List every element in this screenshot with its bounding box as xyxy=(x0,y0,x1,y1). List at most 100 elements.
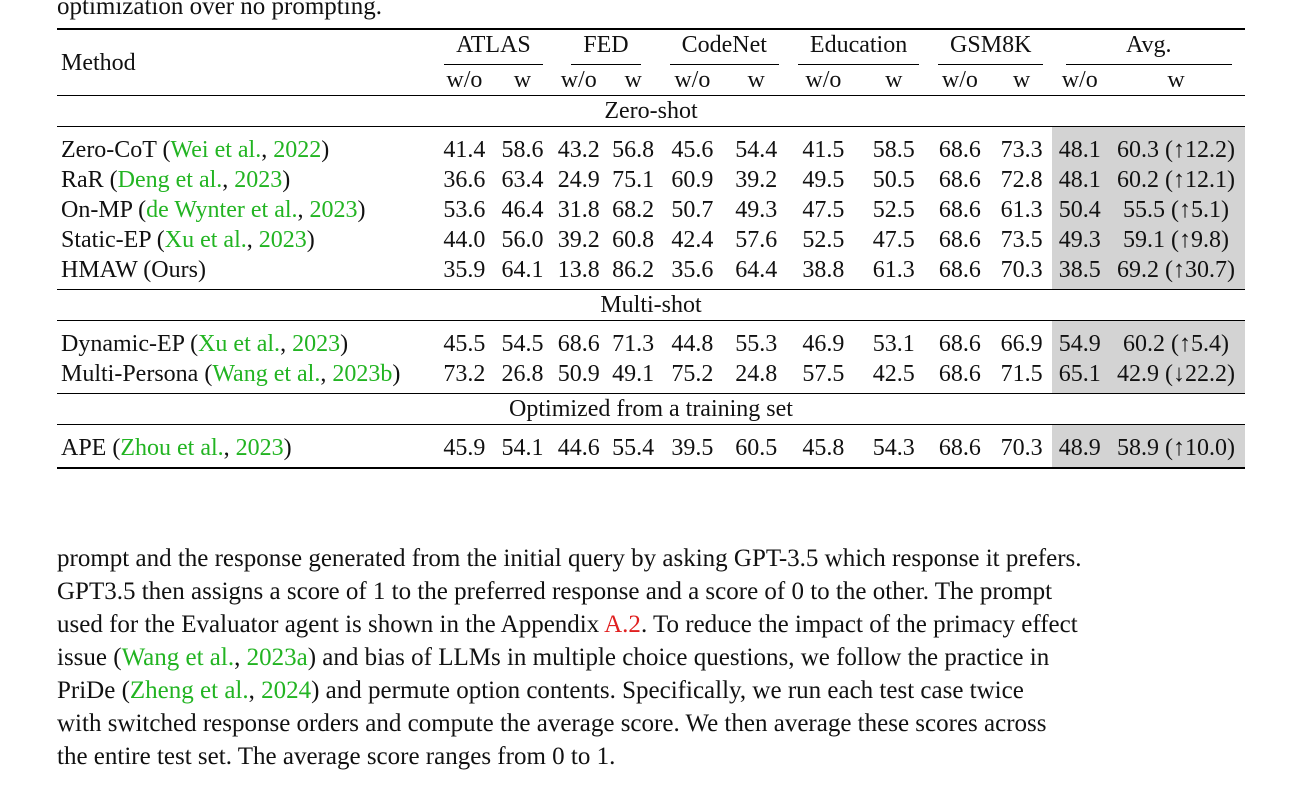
score-cell: 47.5 xyxy=(802,197,845,223)
score-cell: 58.5 xyxy=(872,137,915,163)
group-header-education: Education xyxy=(788,29,929,65)
score-cell: 61.3 xyxy=(1000,197,1043,223)
subheader-w: w xyxy=(624,67,642,93)
score-cell: 68.6 xyxy=(938,197,981,223)
score-cell: 56.8 xyxy=(612,137,655,163)
section-header-row: Optimized from a training set xyxy=(57,393,1245,425)
score-cell: 42.5 xyxy=(872,361,915,387)
appendix-link[interactable]: A.2 xyxy=(604,611,641,638)
avg-wo-cell: 48.1 xyxy=(1052,165,1107,195)
score-cell: 70.3 xyxy=(1000,435,1043,461)
body-paragraph: prompt and the response generated from t… xyxy=(57,542,1249,773)
citation-link[interactable]: Wang et al. xyxy=(212,361,321,387)
avg-wo-cell: 48.9 xyxy=(1052,424,1107,468)
body-line: GPT3.5 then assigns a score of 1 to the … xyxy=(57,578,1053,605)
table-row: APE (Zhou et al., 2023) 45.9 54.1 44.6 55.4 3… xyxy=(57,424,1245,468)
citation-link[interactable]: Wei et al. xyxy=(170,137,262,163)
table-row: HMAW (Ours) 35.9 64.1 13.8 86.2 35.6 64.4 38.8 6… xyxy=(57,255,1245,290)
score-cell: 61.3 xyxy=(872,257,915,283)
citation-link[interactable]: Zhou et al. xyxy=(120,435,224,461)
table-row: Static-EP (Xu et al., 2023) 44.0 56.0 39.2 6… xyxy=(57,225,1245,255)
score-cell: 71.3 xyxy=(612,331,655,357)
method-header: Method xyxy=(61,50,136,76)
score-cell: 44.8 xyxy=(671,331,714,357)
citation-year-link[interactable]: 2022 xyxy=(273,137,322,163)
citation-year-link[interactable]: 2023 xyxy=(258,227,307,253)
body-line: PriDe (Zheng et al., 2024) and permute o… xyxy=(57,677,1024,704)
citation-year-link[interactable]: 2023 xyxy=(292,331,341,357)
score-cell: 71.5 xyxy=(1000,361,1043,387)
score-cell: 72.8 xyxy=(1000,167,1043,193)
subheader-wo: w/o xyxy=(805,67,842,93)
citation-year-link[interactable]: 2023a xyxy=(246,644,308,671)
subheader-w: w xyxy=(513,67,532,93)
score-cell: 26.8 xyxy=(501,361,544,387)
score-cell: 68.6 xyxy=(938,257,981,283)
citation-year-link[interactable]: 2023 xyxy=(234,167,283,193)
section-title: Multi-shot xyxy=(600,292,702,318)
citation-link[interactable]: Deng et al. xyxy=(117,167,223,193)
score-cell: 45.6 xyxy=(671,137,714,163)
score-cell: 45.8 xyxy=(802,435,845,461)
score-cell: 35.6 xyxy=(671,257,714,283)
score-cell: 24.8 xyxy=(735,361,778,387)
score-cell: 39.5 xyxy=(671,435,714,461)
citation-link[interactable]: Wang et al. xyxy=(121,644,235,671)
subheader-wo: w/o xyxy=(674,67,711,93)
avg-w-cell: 60.2 (↑5.4) xyxy=(1107,320,1245,359)
method-name: Multi-Persona (Wang et al., 2023b) xyxy=(61,361,401,387)
score-cell: 47.5 xyxy=(872,227,915,253)
table-row: On-MP (de Wynter et al., 2023) 53.6 46.4 31… xyxy=(57,195,1245,225)
score-cell: 45.5 xyxy=(443,331,486,357)
method-name: Zero-CoT (Wei et al., 2022) xyxy=(61,137,330,163)
score-cell: 50.9 xyxy=(557,361,600,387)
citation-link[interactable]: Xu et al. xyxy=(164,227,247,253)
score-cell: 41.4 xyxy=(443,137,486,163)
score-cell: 13.8 xyxy=(557,257,600,283)
score-cell: 42.4 xyxy=(671,227,714,253)
score-cell: 54.3 xyxy=(872,435,915,461)
citation-year-link[interactable]: 2024 xyxy=(261,677,312,704)
score-cell: 45.9 xyxy=(443,435,486,461)
section-title: Optimized from a training set xyxy=(509,396,793,422)
score-cell: 55.3 xyxy=(735,331,778,357)
citation-year-link[interactable]: 2023b xyxy=(332,361,393,387)
score-cell: 68.6 xyxy=(938,331,981,357)
score-cell: 54.5 xyxy=(501,331,544,357)
score-cell: 60.5 xyxy=(735,435,778,461)
avg-w-cell: 59.1 (↑9.8) xyxy=(1107,225,1245,255)
score-cell: 49.1 xyxy=(612,361,655,387)
score-cell: 35.9 xyxy=(443,257,486,283)
citation-link[interactable]: Xu et al. xyxy=(198,331,281,357)
citation-year-link[interactable]: 2023 xyxy=(309,197,358,223)
score-cell: 46.9 xyxy=(802,331,845,357)
section-header-row: Zero-shot xyxy=(57,95,1245,127)
table-row: Dynamic-EP (Xu et al., 2023) 45.5 54.5 68.6… xyxy=(57,320,1245,359)
score-cell: 50.7 xyxy=(671,197,714,223)
group-header-fed: FED xyxy=(552,29,661,65)
table-row: RaR (Deng et al., 2023) 36.6 63.4 24.9 75.1 6… xyxy=(57,165,1245,195)
avg-wo-cell: 48.1 xyxy=(1052,126,1107,165)
citation-link[interactable]: Zheng et al. xyxy=(129,677,249,704)
score-cell: 58.6 xyxy=(501,137,544,163)
citation-year-link[interactable]: 2023 xyxy=(235,435,284,461)
avg-w-cell: 58.9 (↑10.0) xyxy=(1107,424,1245,468)
subheader-wo: w/o xyxy=(941,67,978,93)
score-cell: 66.9 xyxy=(1000,331,1043,357)
score-cell: 57.6 xyxy=(735,227,778,253)
score-cell: 68.6 xyxy=(938,227,981,253)
method-name: On-MP (de Wynter et al., 2023) xyxy=(61,197,366,223)
citation-link[interactable]: de Wynter et al. xyxy=(146,197,298,223)
score-cell: 39.2 xyxy=(557,227,600,253)
score-cell: 64.4 xyxy=(735,257,778,283)
subheader-w: w xyxy=(885,67,903,93)
avg-wo-cell: 49.3 xyxy=(1052,225,1107,255)
score-cell: 60.8 xyxy=(612,227,655,253)
results-table: Method ATLAS FED CodeNet Education GSM8K… xyxy=(57,28,1245,469)
score-cell: 64.1 xyxy=(501,257,544,283)
score-cell: 86.2 xyxy=(612,257,655,283)
method-name: Static-EP (Xu et al., 2023) xyxy=(61,227,315,253)
score-cell: 57.5 xyxy=(802,361,845,387)
method-name: APE (Zhou et al., 2023) xyxy=(61,435,292,461)
score-cell: 73.3 xyxy=(1000,137,1043,163)
